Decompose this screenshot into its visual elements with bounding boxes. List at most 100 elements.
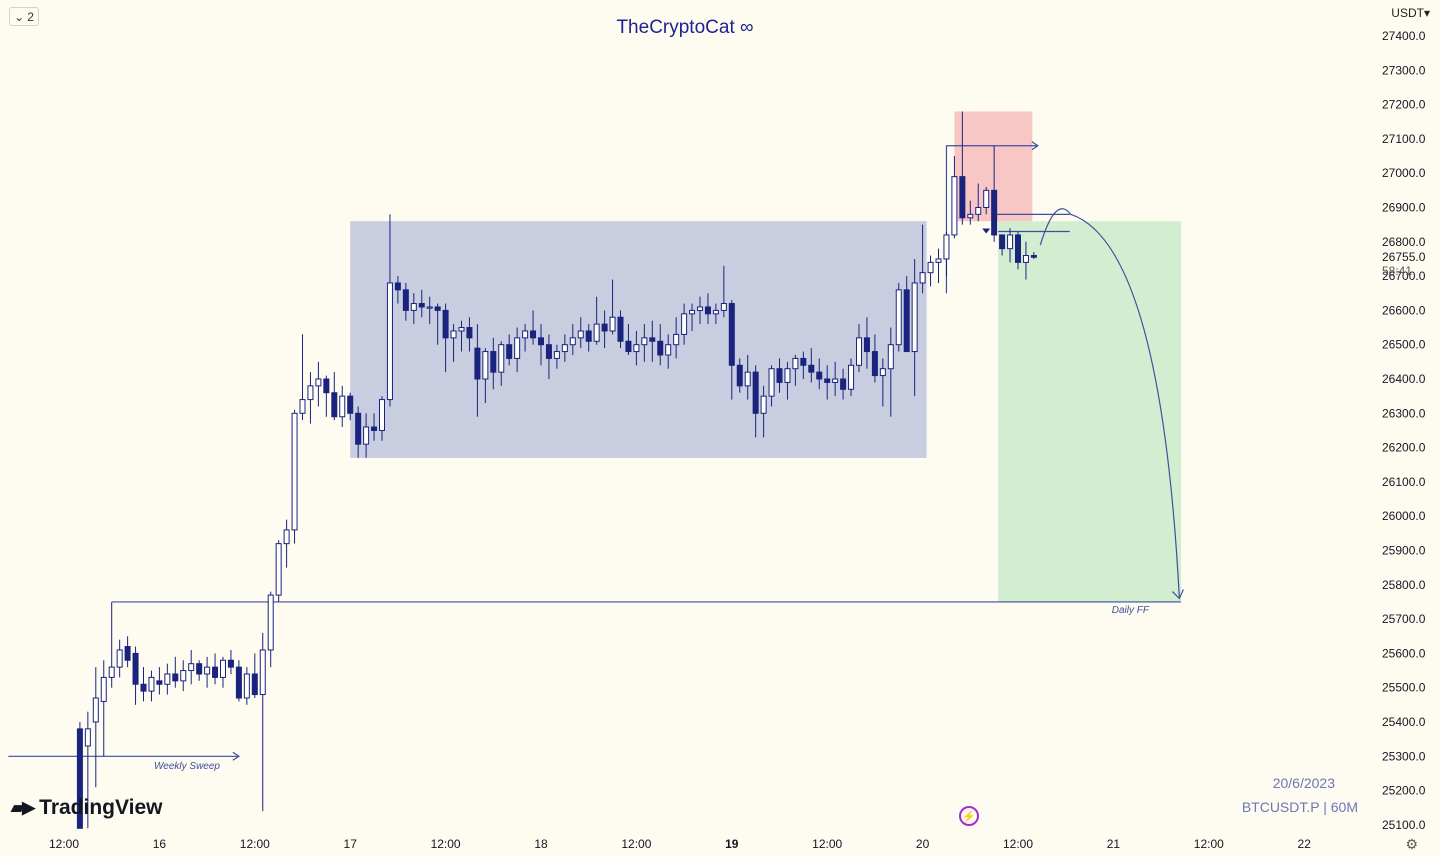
candle[interactable]: [530, 310, 537, 345]
candle[interactable]: [633, 330, 640, 366]
candle[interactable]: [943, 231, 950, 277]
candle[interactable]: [863, 317, 870, 369]
tradingview-logo[interactable]: ▰▶ TradingView: [11, 796, 162, 820]
candle[interactable]: [418, 289, 425, 318]
candle[interactable]: [856, 324, 862, 373]
candle[interactable]: [665, 334, 672, 369]
candle[interactable]: [1015, 231, 1021, 270]
candle[interactable]: [410, 293, 417, 325]
candle[interactable]: [975, 183, 982, 222]
candle[interactable]: [220, 656, 226, 688]
candle[interactable]: [736, 358, 743, 393]
candle[interactable]: [156, 667, 163, 695]
candle[interactable]: [251, 653, 258, 698]
candle[interactable]: [999, 234, 1006, 256]
candle[interactable]: [386, 214, 393, 407]
candle[interactable]: [585, 324, 592, 352]
candle[interactable]: [887, 327, 894, 417]
candle[interactable]: [768, 365, 775, 407]
candle[interactable]: [752, 365, 759, 438]
candle[interactable]: [641, 324, 648, 362]
candle[interactable]: [355, 406, 362, 458]
candle[interactable]: [1030, 252, 1037, 259]
candle[interactable]: [720, 265, 727, 318]
candle[interactable]: [212, 653, 219, 685]
candle[interactable]: [514, 327, 521, 373]
candle[interactable]: [347, 392, 354, 421]
candle[interactable]: [363, 413, 370, 458]
candle[interactable]: [673, 317, 680, 359]
candle[interactable]: [728, 300, 735, 400]
candle[interactable]: [283, 519, 290, 568]
candle[interactable]: [879, 358, 886, 407]
candle[interactable]: [339, 385, 346, 428]
candle[interactable]: [538, 324, 544, 366]
candle[interactable]: [402, 282, 409, 321]
candle[interactable]: [371, 413, 378, 441]
candle[interactable]: [967, 200, 974, 225]
candle[interactable]: [140, 667, 147, 702]
candle[interactable]: [434, 303, 441, 345]
candle[interactable]: [991, 145, 998, 242]
layout-toggle-button[interactable]: ⌄ 2: [9, 7, 39, 26]
candle[interactable]: [609, 279, 616, 335]
candle[interactable]: [903, 276, 910, 353]
candle[interactable]: [100, 660, 107, 757]
candle[interactable]: [394, 276, 401, 304]
candle[interactable]: [951, 156, 958, 239]
candle[interactable]: [935, 248, 942, 283]
candle[interactable]: [657, 324, 664, 366]
candle[interactable]: [291, 409, 298, 544]
candle[interactable]: [204, 656, 211, 688]
currency-selector[interactable]: USDT▾: [1391, 6, 1430, 20]
candle[interactable]: [871, 334, 878, 383]
candle[interactable]: [132, 646, 139, 705]
candle[interactable]: [681, 303, 688, 345]
candle[interactable]: [474, 324, 481, 417]
candle[interactable]: [196, 660, 203, 681]
candle[interactable]: [689, 303, 696, 331]
candle[interactable]: [124, 636, 131, 668]
candle[interactable]: [331, 372, 338, 421]
candle[interactable]: [792, 354, 799, 386]
candle[interactable]: [919, 224, 926, 294]
candle[interactable]: [76, 722, 83, 829]
lightning-icon[interactable]: ⚡: [959, 806, 979, 826]
candle[interactable]: [180, 660, 187, 692]
candle[interactable]: [593, 296, 600, 345]
candle[interactable]: [243, 667, 250, 705]
candle[interactable]: [808, 348, 815, 383]
candle[interactable]: [577, 317, 584, 349]
candle[interactable]: [92, 667, 99, 788]
candle[interactable]: [1007, 228, 1014, 263]
candle[interactable]: [784, 361, 791, 400]
candle[interactable]: [895, 282, 902, 352]
candle[interactable]: [259, 632, 266, 812]
candle[interactable]: [188, 649, 195, 685]
candle[interactable]: [800, 351, 807, 379]
candle[interactable]: [959, 111, 966, 225]
candle[interactable]: [227, 649, 234, 674]
candle[interactable]: [760, 385, 767, 438]
candle[interactable]: [450, 324, 457, 362]
candle[interactable]: [84, 711, 91, 829]
candle[interactable]: [164, 663, 171, 695]
candle[interactable]: [458, 320, 465, 352]
time-axis[interactable]: 12:00 16 12:00 17 12:00 18 12:00 19 12:00 20 12:00…: [49, 837, 1311, 851]
candle[interactable]: [848, 358, 855, 397]
candle[interactable]: [776, 358, 783, 393]
candle[interactable]: [307, 372, 314, 424]
candle[interactable]: [442, 303, 449, 373]
candle[interactable]: [601, 310, 608, 349]
candle[interactable]: [323, 375, 330, 417]
candle[interactable]: [545, 334, 552, 379]
candle[interactable]: [1022, 241, 1029, 280]
candle[interactable]: [704, 293, 711, 325]
candle[interactable]: [299, 334, 306, 421]
candle[interactable]: [379, 396, 385, 441]
candle[interactable]: [235, 660, 242, 702]
candle[interactable]: [482, 348, 489, 404]
gear-icon[interactable]: ⚙: [1405, 836, 1418, 852]
target-zone[interactable]: [998, 221, 1181, 602]
